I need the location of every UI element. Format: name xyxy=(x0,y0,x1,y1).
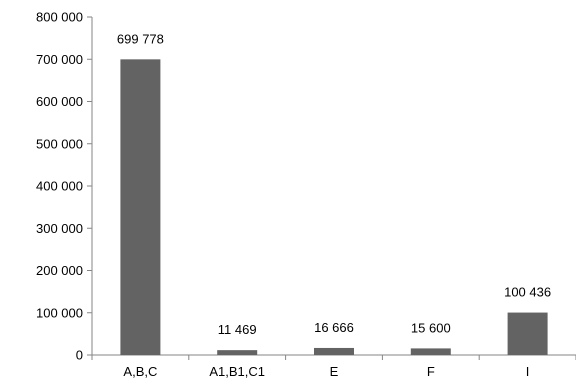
y-tick-label: 200 000 xyxy=(36,263,83,278)
data-label: 16 666 xyxy=(314,320,354,335)
bar xyxy=(314,347,354,355)
data-label: 699 778 xyxy=(117,31,164,46)
bars xyxy=(120,59,548,355)
y-tick-label: 400 000 xyxy=(36,179,83,194)
data-label: 100 436 xyxy=(504,285,551,300)
data-labels: 699 778 11 469 16 666 15 600 100 436 xyxy=(117,31,551,337)
y-tick-label: 600 000 xyxy=(36,94,83,109)
data-label: 15 600 xyxy=(411,320,451,335)
bar xyxy=(410,348,451,355)
data-label: 11 469 xyxy=(218,322,257,337)
y-tick-label: 700 000 xyxy=(36,52,83,67)
y-axis: 0 100 000 200 000 300 000 400 000 500 000 600 … xyxy=(36,10,93,363)
y-tick-label: 0 xyxy=(76,348,83,363)
x-category-label: E xyxy=(330,364,339,379)
bar xyxy=(507,312,548,355)
bar xyxy=(120,59,161,355)
x-category-label: F xyxy=(427,364,435,379)
x-category-label: A,B,C xyxy=(123,364,157,379)
y-tick-label: 500 000 xyxy=(36,136,83,151)
y-tick-label: 300 000 xyxy=(36,221,83,236)
bar xyxy=(217,350,258,355)
y-tick-label: 800 000 xyxy=(36,10,83,25)
x-category-label: I xyxy=(526,364,530,379)
y-tick-label: 100 000 xyxy=(36,305,83,320)
x-axis: A,B,C A1,B1,C1 E F I xyxy=(91,354,576,379)
x-category-label: A1,B1,C1 xyxy=(209,364,265,379)
